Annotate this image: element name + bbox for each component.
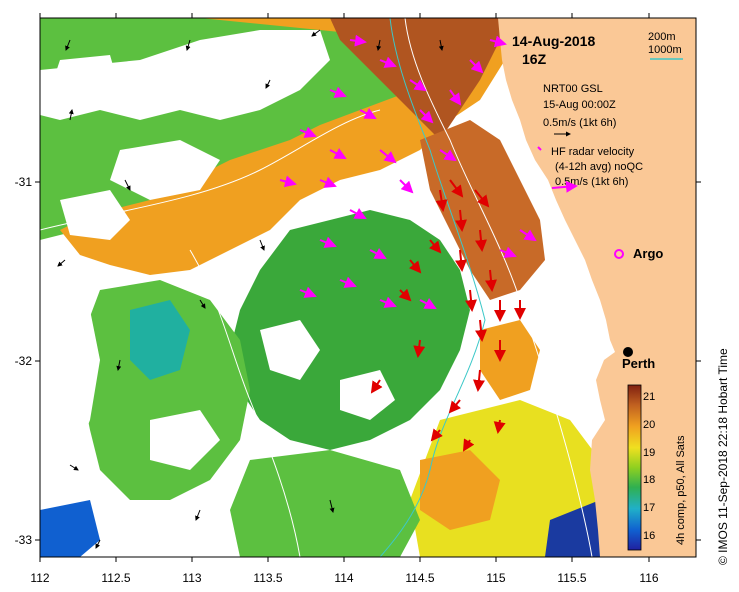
- perth-marker: Perth: [622, 347, 655, 371]
- sst-field: [40, 18, 605, 557]
- lat-axis: [35, 181, 701, 541]
- gsl-vectors: [57, 29, 444, 549]
- title-date: 14-Aug-2018: [512, 33, 595, 49]
- hf-legend-tick: [537, 146, 542, 151]
- lon-tick-label: 114: [334, 571, 353, 585]
- gsl-date: 15-Aug 00:00Z: [543, 99, 616, 111]
- lon-tick-label: 115: [486, 571, 505, 585]
- argo-marker: Argo: [614, 246, 663, 261]
- vector-legend: NRT00 GSL 15-Aug 00:00Z 0.5m/s (1kt 6h) …: [537, 83, 643, 193]
- gsl-title: NRT00 GSL: [543, 83, 603, 95]
- lon-tick-label: 112: [30, 571, 49, 585]
- colorbar-tick: 21: [643, 391, 655, 403]
- hf-scale-arrow: [551, 180, 578, 193]
- colorbar-tick: 18: [643, 474, 655, 486]
- colorbar-tick: 17: [643, 502, 655, 514]
- perth-label: Perth: [622, 356, 655, 371]
- lon-tick-label: 112.5: [101, 571, 130, 585]
- credit-line: © IMOS 11-Sep-2018 22:18 Hobart Time: [716, 348, 730, 565]
- hf-radar-vectors-red: [370, 179, 526, 452]
- lat-tick-label: -33: [15, 533, 33, 547]
- lon-tick-label: 116: [639, 571, 658, 585]
- argo-label: Argo: [633, 246, 663, 261]
- lon-tick-label: 113.5: [253, 571, 282, 585]
- argo-icon: [614, 249, 624, 259]
- lon-axis: [39, 13, 650, 562]
- gsl-scale: 0.5m/s (1kt 6h): [543, 117, 616, 129]
- title-time: 16Z: [522, 51, 547, 67]
- lat-tick-label: -31: [15, 175, 33, 189]
- colorbar-tick: 20: [643, 419, 655, 431]
- isobaths: [40, 18, 593, 557]
- perth-dot-icon: [623, 347, 633, 357]
- lat-tick-labels: -31 -32 -33: [15, 175, 33, 547]
- colorbar-tick: 19: [643, 447, 655, 459]
- hf-title: HF radar velocity: [551, 146, 635, 158]
- lon-tick-label: 114.5: [405, 571, 434, 585]
- lat-tick-label: -32: [15, 354, 33, 368]
- isobath-legend-label-1: 200m: [648, 31, 676, 43]
- hf-radar-vectors-magenta: [279, 34, 537, 309]
- land-area: [498, 18, 696, 557]
- isobath-legend: 200m 1000m: [648, 31, 683, 60]
- colorbar: 21 20 19 18 17 16 4h comp, p50, All Sats: [627, 384, 687, 551]
- colorbar-tick: 16: [643, 530, 655, 542]
- lon-tick-label: 113: [182, 571, 201, 585]
- plot-frame: [39, 17, 697, 558]
- hf-detail: (4-12h avg) noQC: [555, 161, 643, 173]
- lon-tick-labels: 112 112.5 113 113.5 114 114.5 115 115.5 …: [30, 571, 658, 585]
- lon-tick-label: 115.5: [557, 571, 586, 585]
- colorbar-ramp: [627, 384, 642, 551]
- colorbar-label: 4h comp, p50, All Sats: [675, 435, 687, 545]
- isobath-legend-label-2: 1000m: [648, 44, 682, 56]
- title-block: 14-Aug-2018 16Z: [512, 33, 595, 67]
